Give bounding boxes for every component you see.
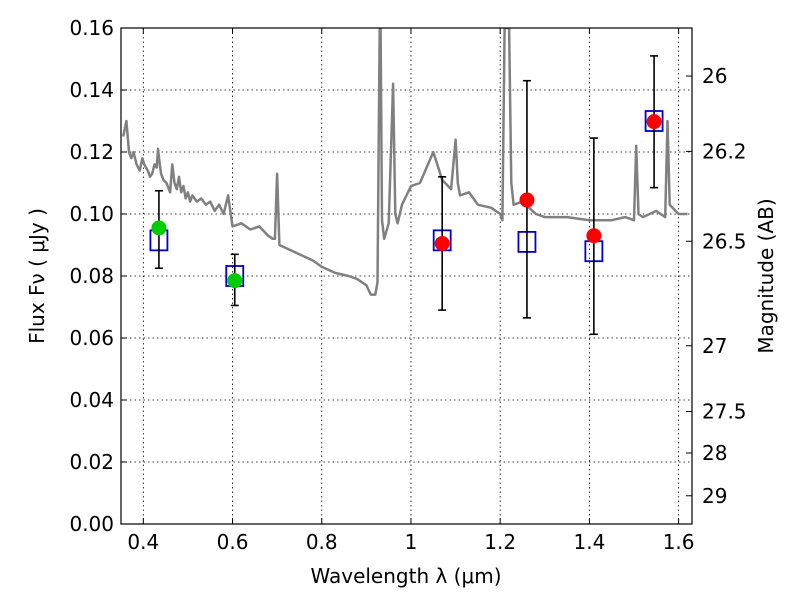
y-tick-label: 0.08 [69, 264, 114, 288]
x-tick-label: 1 [405, 530, 418, 554]
observed-flux-point [519, 192, 535, 208]
axes: 0.4 0.6 0.8 1 1.2 1.4 1.6 0.00 0.02 0.04 0.06 0.08 0… [69, 16, 746, 554]
x-tick-label: 1.2 [484, 530, 516, 554]
y2-axis-label: Magnitude (AB) [754, 198, 778, 353]
y-tick-label: 0.00 [69, 512, 114, 536]
observed-flux-point [434, 235, 450, 251]
x-axis-label: Wavelength λ (μm) [310, 564, 501, 588]
y2-tick-label: 27.5 [702, 399, 747, 423]
y-axis-label: Flux Fν ( μJy ) [25, 208, 49, 344]
plot-area [121, 28, 688, 336]
y2-tick-label: 28 [702, 441, 727, 465]
y-tick-label: 0.14 [69, 78, 114, 102]
x-tick-label: 1.4 [573, 530, 605, 554]
y2-tick-label: 27 [702, 334, 727, 358]
y2-tick-label: 26.2 [702, 139, 747, 163]
x-tick-label: 1.6 [663, 530, 695, 554]
y-tick-label: 0.16 [69, 16, 114, 40]
y2-tick-label: 26.5 [702, 229, 747, 253]
observed-flux-point [646, 114, 662, 130]
y-tick-label: 0.10 [69, 202, 114, 226]
y-tick-label: 0.06 [69, 326, 114, 350]
grid-lines [121, 27, 692, 525]
y-tick-label: 0.12 [69, 140, 114, 164]
observed-flux-point [586, 228, 602, 244]
spectrum-line [121, 28, 688, 296]
y-tick-label: 0.04 [69, 388, 114, 412]
y-tick-label: 0.02 [69, 450, 114, 474]
y2-tick-label: 26 [702, 64, 727, 88]
x-tick-label: 0.8 [306, 530, 338, 554]
observed-flux-point [151, 220, 167, 236]
observed-flux-point [227, 273, 243, 289]
x-tick-label: 0.6 [217, 530, 249, 554]
y2-tick-label: 29 [702, 484, 727, 508]
x-tick-label: 0.4 [127, 530, 159, 554]
